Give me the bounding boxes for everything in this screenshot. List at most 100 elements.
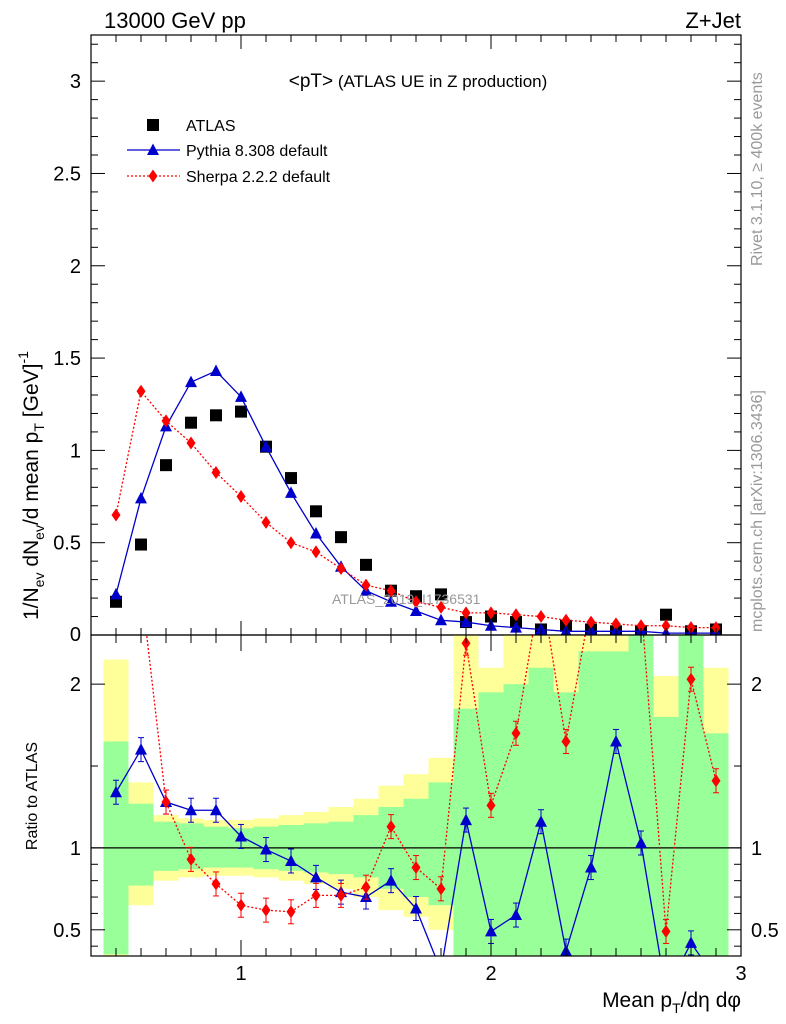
data-point-triangle bbox=[135, 491, 147, 504]
ratio-point-diamond bbox=[661, 924, 671, 938]
ratio-y-tick-label: 1 bbox=[70, 838, 81, 860]
ratio-point-triangle bbox=[210, 803, 222, 816]
legend-marker bbox=[148, 169, 158, 183]
data-point-triangle bbox=[260, 440, 272, 452]
legend-marker bbox=[147, 119, 159, 131]
band-inner bbox=[653, 716, 679, 956]
data-point-triangle bbox=[310, 526, 322, 539]
data-point-diamond bbox=[411, 595, 421, 609]
data-point-triangle bbox=[235, 390, 247, 402]
ratio-point-diamond bbox=[311, 888, 321, 902]
ratio-y-tick-label: 0.5 bbox=[751, 920, 779, 942]
ratio-point-triangle bbox=[460, 813, 472, 826]
ratio-y-tick-label: 2 bbox=[751, 674, 762, 696]
main-panel: ATLAS_2019_I1736531 0.5 1 1.5 2 2.5 3 0 <pT> (… bbox=[15, 34, 742, 646]
ratio-point-triangle bbox=[135, 743, 147, 755]
ratio-point-diamond bbox=[461, 636, 471, 650]
data-point-diamond bbox=[586, 615, 596, 629]
main-ylabel: 1/Nev dNev/d mean pT [GeV]-1 bbox=[15, 351, 47, 620]
ratio-point-triangle bbox=[385, 874, 397, 886]
data-point-diamond bbox=[436, 600, 446, 614]
x-tick-label: 3 bbox=[735, 963, 746, 985]
ratio-point-diamond bbox=[211, 877, 221, 891]
mcplots-label: mcplots.cern.ch [arXiv:1306.3436] bbox=[749, 390, 766, 632]
data-point-triangle bbox=[210, 364, 222, 376]
data-point-diamond bbox=[311, 545, 321, 559]
ratio-point-diamond bbox=[386, 820, 396, 834]
data-point-triangle bbox=[285, 486, 297, 498]
data-point-triangle bbox=[185, 375, 197, 388]
band-inner bbox=[128, 803, 154, 886]
data-point-square bbox=[310, 505, 322, 518]
data-point-diamond bbox=[711, 621, 721, 635]
x-tick-label: 2 bbox=[485, 963, 496, 985]
ratio-point-triangle bbox=[685, 936, 697, 948]
data-point-diamond bbox=[686, 621, 696, 635]
data-point-diamond bbox=[461, 606, 471, 620]
watermark-label: ATLAS_2019_I1736531 bbox=[332, 591, 481, 607]
ratio-y-tick-label: 0.5 bbox=[53, 920, 81, 942]
legend-label: Sherpa 2.2.2 default bbox=[186, 169, 331, 186]
ratio-point-diamond bbox=[161, 795, 171, 809]
y-tick-label: 0 bbox=[70, 624, 81, 646]
ratio-point-triangle bbox=[260, 843, 272, 855]
rivet-label: Rivet 3.1.10, ≥ 400k events bbox=[749, 72, 766, 266]
band-inner bbox=[628, 635, 654, 956]
series-diamond bbox=[111, 384, 721, 635]
y-tick-label: 1.5 bbox=[53, 348, 81, 370]
y-tick-label: 1 bbox=[70, 440, 81, 462]
data-point-triangle bbox=[510, 621, 522, 633]
data-point-square bbox=[135, 538, 147, 551]
data-point-diamond bbox=[511, 608, 521, 622]
ratio-point-diamond bbox=[236, 898, 246, 912]
data-point-triangle bbox=[435, 613, 447, 626]
ratio-point-diamond bbox=[361, 880, 371, 894]
x-tick-label: 1 bbox=[235, 963, 246, 985]
y-tick-label: 0.5 bbox=[53, 533, 81, 555]
band-inner bbox=[153, 821, 179, 871]
data-point-diamond bbox=[361, 578, 371, 592]
ratio-point-diamond bbox=[186, 852, 196, 866]
ratio-point-diamond bbox=[286, 905, 296, 919]
ratio-point-diamond bbox=[336, 888, 346, 902]
legend-label: Pythia 8.308 default bbox=[186, 143, 328, 160]
data-point-diamond bbox=[561, 613, 571, 627]
data-point-diamond bbox=[636, 619, 646, 633]
legend-entry: Sherpa 2.2.2 default bbox=[127, 169, 331, 186]
band-inner bbox=[703, 733, 729, 956]
data-point-square bbox=[660, 608, 672, 621]
data-point-square bbox=[360, 558, 372, 571]
data-point-triangle bbox=[460, 615, 472, 628]
ratio-point-triangle bbox=[535, 815, 547, 827]
ratio-point-diamond bbox=[511, 726, 521, 740]
ratio-panel: 0.5 0.5 1 1 2 2 1 2 3 Ratio to ATLAS Mean pT/dη … bbox=[24, 634, 779, 1016]
y-tick-label: 3 bbox=[70, 71, 81, 93]
band-inner bbox=[478, 692, 504, 956]
ratio-y-tick-label: 2 bbox=[70, 674, 81, 696]
ratio-point-triangle bbox=[235, 829, 247, 842]
data-point-diamond bbox=[486, 606, 496, 620]
plot-title-sub: (ATLAS UE in Z production) bbox=[333, 72, 547, 91]
y-tick-label: 2 bbox=[70, 256, 81, 278]
energy-label: 13000 GeV pp bbox=[104, 8, 246, 33]
data-point-triangle bbox=[410, 604, 422, 616]
data-point-diamond bbox=[261, 515, 271, 529]
data-point-square bbox=[435, 588, 447, 601]
legend-entry: ATLAS bbox=[147, 118, 236, 135]
data-point-diamond bbox=[386, 584, 396, 598]
band-inner bbox=[578, 651, 604, 956]
data-point-diamond bbox=[161, 414, 171, 428]
plot-title-main: <pT> bbox=[289, 71, 333, 92]
ratio-point-diamond bbox=[711, 774, 721, 788]
ratio-point-triangle bbox=[510, 908, 522, 921]
data-point-diamond bbox=[336, 562, 346, 576]
process-label: Z+Jet bbox=[685, 8, 741, 33]
data-point-square bbox=[185, 416, 197, 429]
ratio-point-triangle bbox=[485, 924, 497, 937]
y-tick-label: 2.5 bbox=[53, 163, 81, 185]
data-point-diamond bbox=[211, 466, 221, 480]
ratio-point-triangle bbox=[635, 836, 647, 848]
ratio-series-diamond bbox=[146, 635, 721, 944]
ratio-point-diamond bbox=[261, 903, 271, 917]
data-point-diamond bbox=[286, 536, 296, 550]
